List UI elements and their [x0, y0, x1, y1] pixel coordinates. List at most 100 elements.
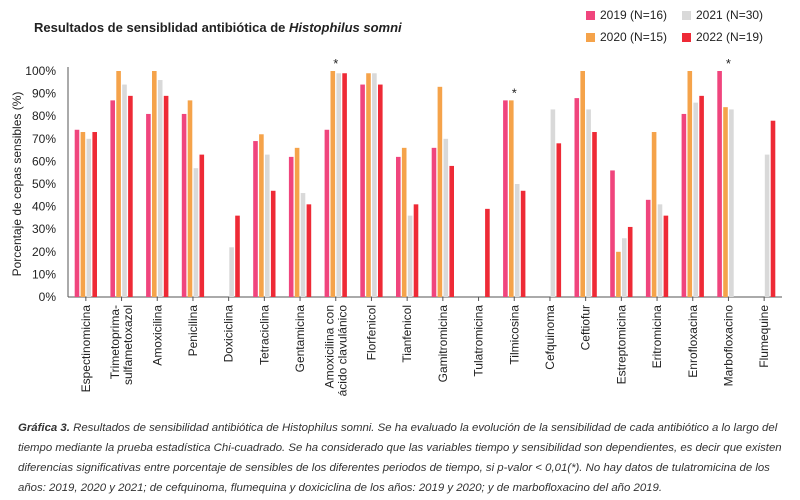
chart-title: Resultados de sensiblidad antibiótica de… [34, 20, 402, 35]
bar-2020-9 [366, 73, 371, 297]
bar-2020-6 [259, 134, 264, 297]
y-axis-label: Porcentaje de cepas sensibles (%) [10, 92, 24, 277]
bar-2020-18 [687, 71, 693, 297]
bar-2022-7 [306, 204, 312, 297]
bar-2022-1 [92, 132, 97, 297]
x-category-label: Ceftiofur [579, 305, 593, 350]
bar-2019-2 [110, 100, 115, 297]
bar-2019-11 [431, 147, 437, 297]
caption-text: Resultados de sensibilidad antibiótica d… [18, 422, 782, 494]
bar-2021-4 [193, 168, 199, 297]
bar-2022-11 [449, 165, 454, 297]
bar-2021-18 [693, 102, 698, 297]
bar-2021-8 [336, 73, 341, 297]
legend-item: 2020 (N=15) [586, 30, 667, 44]
x-category-label: Enrofloxacina [686, 305, 700, 378]
bar-2020-3 [152, 71, 157, 297]
legend-item: 2022 (N=19) [682, 30, 763, 44]
x-category-label: Gentamicina [293, 305, 307, 373]
bar-2020-1 [80, 132, 86, 297]
y-tick-label: 20% [32, 245, 56, 259]
bar-2021-1 [86, 138, 92, 297]
x-category-label: Flumequine [757, 305, 771, 368]
x-category-label: Florfenicol [364, 305, 378, 360]
bar-2021-14 [550, 109, 556, 297]
bar-2022-12 [485, 208, 490, 297]
legend-swatch [586, 32, 595, 42]
legend-swatch [682, 32, 691, 42]
bar-2021-17 [657, 204, 663, 297]
legend-swatch [586, 10, 595, 20]
x-category-label: Trimetoprima-sulfametoxazol [108, 305, 135, 385]
y-tick-label: 100% [25, 64, 56, 78]
bar-2022-17 [663, 215, 669, 297]
bar-2021-15 [586, 109, 591, 297]
bar-2021-13 [514, 184, 520, 297]
bar-2022-4 [199, 154, 205, 297]
x-category-label: Tulatromicina [472, 305, 486, 377]
y-tick-label: 10% [32, 267, 56, 281]
bar-2020-11 [437, 86, 443, 297]
legend-swatch [682, 10, 691, 20]
bar-2019-7 [288, 156, 294, 297]
bar-2022-10 [413, 204, 419, 297]
bar-2022-18 [699, 95, 704, 297]
caption-label: Gráfica 3. [18, 422, 70, 434]
legend-label: 2019 (N=16) [600, 8, 668, 22]
bar-2019-19 [717, 71, 722, 297]
bar-2019-16 [610, 170, 615, 297]
legend-item: 2019 (N=16) [586, 8, 667, 22]
bar-2020-16 [616, 251, 621, 297]
bar-2022-14 [556, 143, 562, 297]
bar-2020-8 [330, 71, 336, 297]
bar-2021-9 [372, 73, 377, 297]
bar-2021-6 [265, 154, 270, 297]
significance-marker: * [726, 56, 731, 71]
x-category-label: Espectinomicina [79, 305, 93, 393]
bar-2021-16 [622, 238, 627, 297]
y-tick-label: 60% [32, 154, 56, 168]
legend-item: 2021 (N=30) [682, 8, 763, 22]
bar-2019-3 [146, 113, 151, 297]
bar-2021-2 [122, 84, 127, 297]
bar-2022-5 [235, 215, 240, 297]
bar-2022-15 [592, 132, 597, 297]
x-category-label: Tilmicosina [507, 305, 521, 365]
bar-2021-5 [229, 247, 234, 297]
bar-2022-8 [342, 73, 347, 297]
bar-2019-4 [181, 113, 187, 297]
y-tick-label: 70% [32, 132, 56, 146]
bar-2021-19 [729, 109, 734, 297]
bar-2020-15 [580, 71, 585, 297]
x-category-label: Amoxicilina [150, 305, 164, 366]
bar-2019-15 [574, 98, 580, 298]
bar-2020-10 [401, 147, 407, 297]
bar-2019-17 [645, 199, 651, 297]
bar-2019-9 [360, 84, 365, 297]
x-category-label: Penicilina [186, 305, 200, 357]
x-category-label: Estreptomicina [614, 305, 628, 385]
bar-2019-8 [324, 129, 330, 297]
bar-2019-1 [74, 129, 80, 297]
legend-label: 2020 (N=15) [600, 30, 668, 44]
x-category-label: Tianfenicol [400, 305, 414, 363]
y-tick-label: 50% [32, 177, 56, 191]
x-category-label: Doxiciclina [222, 305, 236, 363]
bar-2019-13 [503, 100, 508, 297]
figure-caption: Gráfica 3. Resultados de sensibilidad an… [18, 418, 788, 498]
bar-2021-10 [407, 215, 413, 297]
bar-2020-7 [294, 147, 300, 297]
x-category-label: Marbofloxacino [721, 305, 735, 387]
bar-2022-13 [520, 190, 526, 297]
chart-title-prefix: Resultados de sensiblidad antibiótica de [34, 20, 289, 35]
bar-2019-6 [253, 141, 258, 297]
bar-2022-3 [163, 95, 169, 297]
y-tick-label: 0% [39, 290, 57, 304]
bar-2020-17 [651, 132, 657, 297]
chart-title-species: Histophilus somni [289, 20, 402, 35]
x-category-label: Gamitromicina [436, 305, 450, 383]
bar-2020-13 [509, 100, 514, 297]
bar-2022-16 [627, 226, 633, 297]
y-tick-label: 80% [32, 109, 56, 123]
bar-2019-10 [396, 156, 401, 297]
